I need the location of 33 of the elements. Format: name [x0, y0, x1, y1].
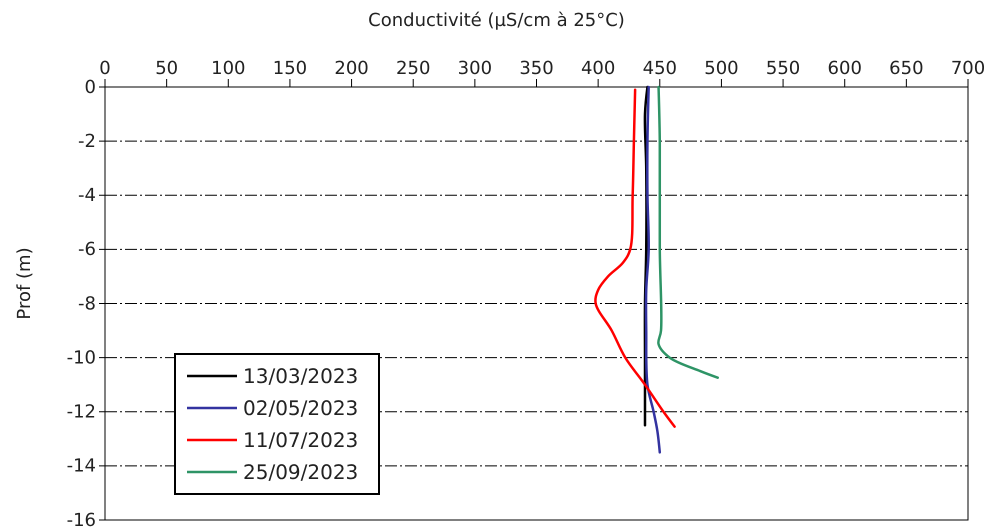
line-series [657, 86, 719, 379]
y-tick-label: 0 [84, 76, 96, 98]
x-tick-label: 700 [950, 58, 986, 80]
y-tick-label: -6 [78, 239, 96, 260]
y-tick-label: -10 [66, 347, 96, 368]
y-tick-label: -12 [66, 402, 96, 423]
line-series [594, 88, 676, 428]
x-tick-label: 250 [396, 58, 430, 80]
legend-label: 13/03/2023 [243, 364, 358, 388]
x-tick-label: 50 [155, 58, 178, 80]
x-tick-label: 450 [642, 58, 677, 80]
x-tick-label: 600 [828, 58, 862, 80]
x-tick-label: 650 [889, 58, 924, 80]
y-tick-label: -4 [78, 185, 96, 206]
y-tick-label: -16 [66, 510, 96, 531]
x-tick-label: 100 [211, 58, 246, 80]
line-series [644, 86, 662, 454]
x-tick-label: 400 [580, 58, 616, 80]
x-tick-label: 550 [766, 58, 800, 80]
x-tick-label: 200 [334, 58, 369, 80]
legend-label: 02/05/2023 [243, 396, 358, 420]
x-axis-title: Conductivité (µS/cm à 25°C) [368, 10, 625, 31]
y-tick-label: -14 [66, 456, 96, 477]
legend-label: 25/09/2023 [243, 460, 358, 484]
x-tick-label: 0 [99, 58, 111, 80]
y-tick-label: -8 [78, 293, 96, 314]
x-tick-label: 300 [458, 58, 492, 80]
legend-label: 11/07/2023 [243, 428, 358, 452]
x-tick-label: 150 [272, 58, 308, 80]
x-tick-label: 350 [519, 58, 554, 80]
y-tick-label: -2 [78, 130, 96, 152]
y-axis-title: Prof (m) [14, 247, 35, 320]
x-tick-label: 500 [704, 58, 739, 80]
